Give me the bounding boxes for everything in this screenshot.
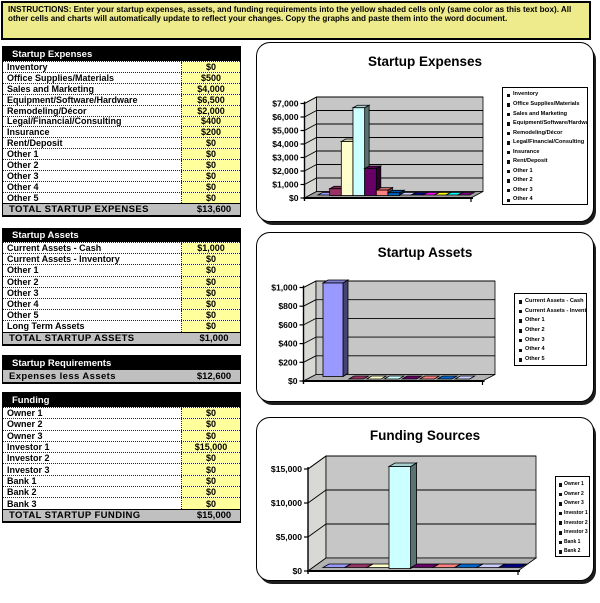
svg-text:$6,000: $6,000	[272, 112, 299, 122]
svg-text:$0: $0	[288, 376, 298, 386]
svg-text:$10,000: $10,000	[271, 498, 302, 508]
svg-text:$7,000: $7,000	[272, 99, 299, 109]
svg-text:$1,000: $1,000	[271, 283, 298, 293]
svg-text:$800: $800	[278, 301, 297, 311]
svg-text:$5,000: $5,000	[272, 126, 299, 136]
svg-text:$4,000: $4,000	[272, 139, 299, 149]
svg-text:$0: $0	[289, 193, 299, 203]
svg-text:$15,000: $15,000	[271, 464, 302, 474]
svg-text:$400: $400	[278, 339, 297, 349]
svg-text:$2,000: $2,000	[272, 166, 299, 176]
svg-text:$600: $600	[278, 320, 297, 330]
svg-text:$1,000: $1,000	[272, 180, 299, 190]
svg-text:$5,000: $5,000	[276, 532, 303, 542]
svg-text:$200: $200	[278, 357, 297, 367]
svg-text:$0: $0	[292, 566, 302, 576]
svg-text:$3,000: $3,000	[272, 153, 299, 163]
